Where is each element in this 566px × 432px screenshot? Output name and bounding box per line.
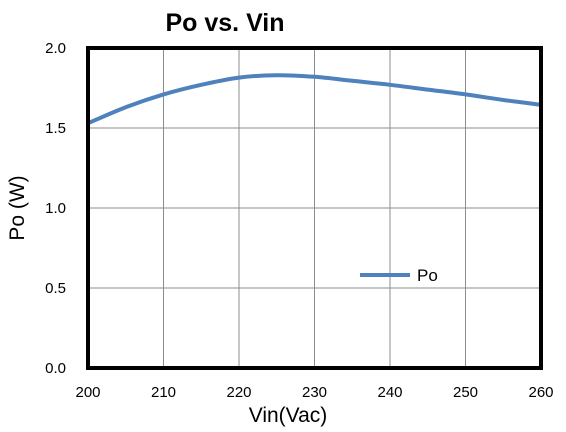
y-axis-label: Po (W): [6, 175, 29, 240]
chart-title: Po vs. Vin: [165, 9, 284, 37]
plot-frame: [86, 46, 543, 370]
series-line-po: [86, 73, 543, 126]
legend: Po: [360, 266, 438, 285]
y-axis-ticks: 0.0 0.5 1.0 1.5 2.0: [45, 40, 66, 377]
x-axis-label: Vin(Vac): [249, 404, 328, 427]
y-tick-label: 1.5: [45, 120, 66, 137]
x-tick-label: 240: [377, 384, 402, 401]
x-tick-label: 250: [453, 384, 478, 401]
y-tick-label: 0.5: [45, 280, 66, 297]
x-tick-label: 260: [528, 384, 553, 401]
y-tick-label: 2.0: [45, 40, 66, 57]
series-layer: [86, 73, 543, 126]
x-tick-label: 220: [226, 384, 251, 401]
x-tick-label: 230: [302, 384, 327, 401]
y-tick-label: 0.0: [45, 360, 66, 377]
y-tick-label: 1.0: [45, 200, 66, 217]
x-axis-ticks: 200 210 220 230 240 250 260: [75, 384, 553, 401]
x-tick-label: 200: [75, 384, 100, 401]
legend-label-po: Po: [417, 266, 438, 285]
x-tick-label: 210: [151, 384, 176, 401]
